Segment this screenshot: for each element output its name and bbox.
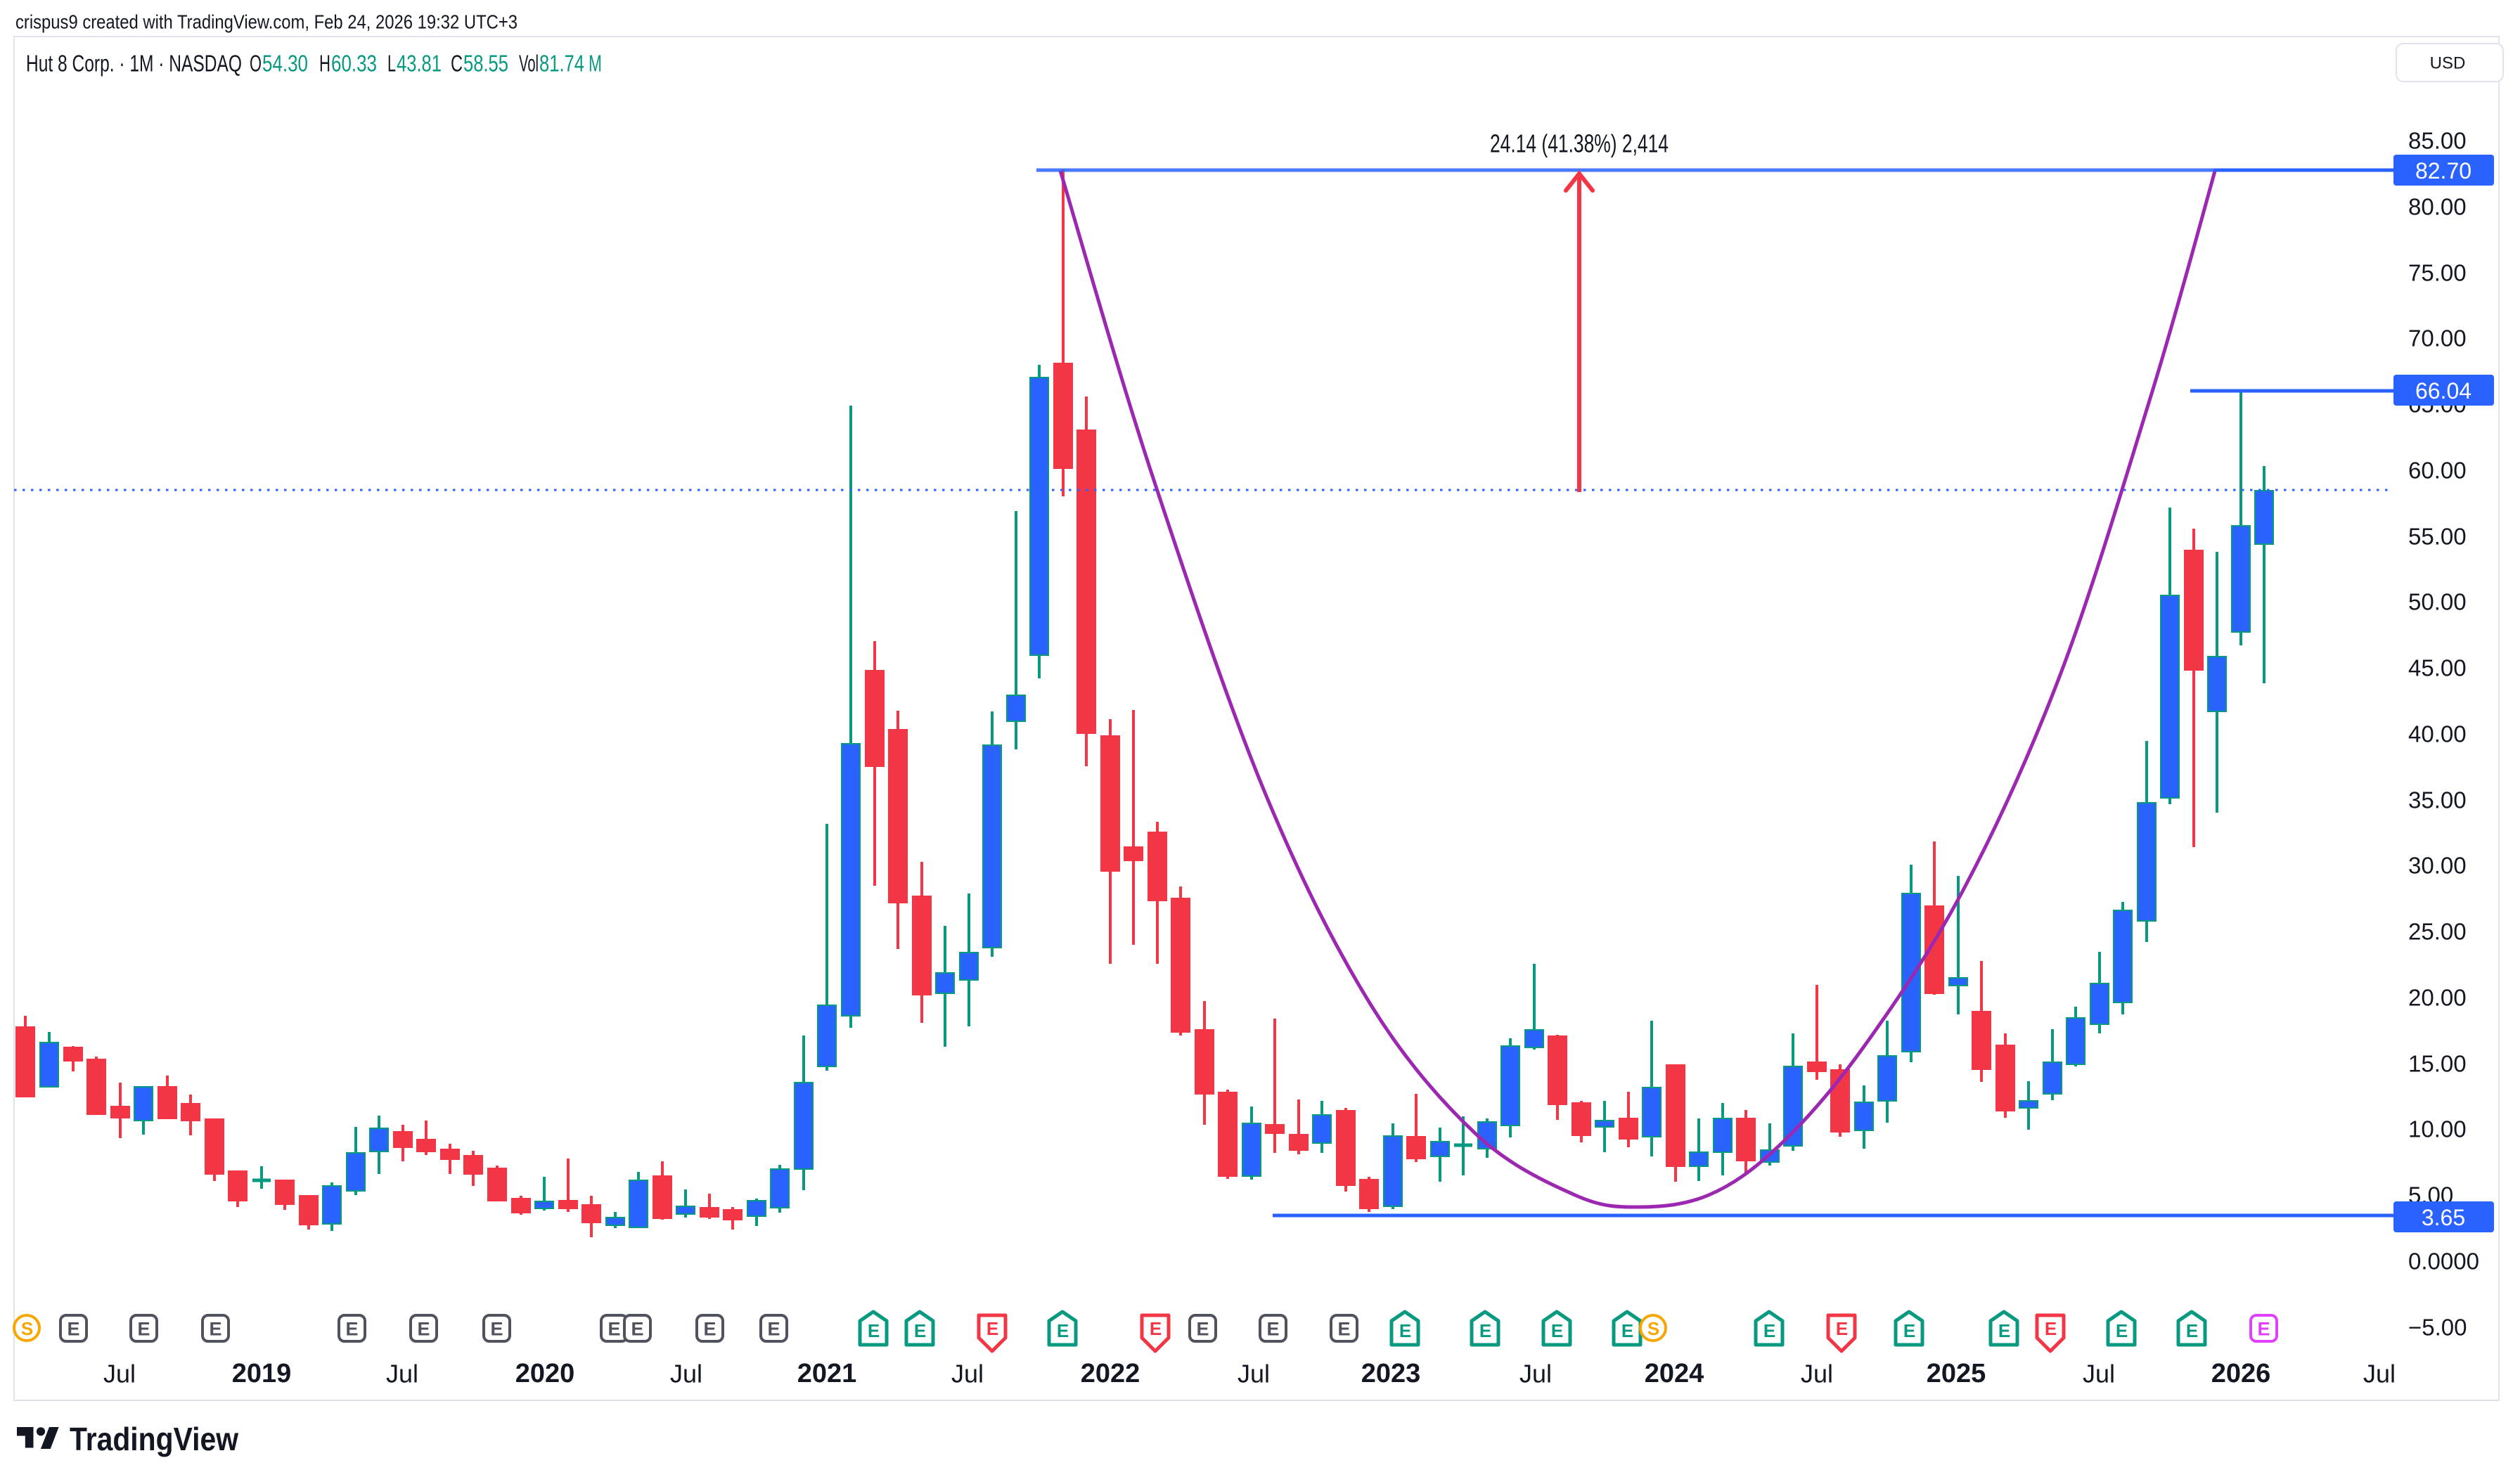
svg-text:54.30: 54.30	[262, 51, 308, 77]
svg-text:M: M	[589, 51, 602, 77]
svg-text:E: E	[67, 1319, 79, 1340]
svg-text:E: E	[868, 1320, 880, 1341]
svg-text:80.00: 80.00	[2408, 194, 2467, 220]
svg-text:Jul: Jul	[1519, 1360, 1552, 1388]
svg-text:USD: USD	[2430, 54, 2466, 73]
svg-text:E: E	[608, 1319, 620, 1340]
svg-text:75.00: 75.00	[2408, 260, 2467, 286]
svg-text:55.00: 55.00	[2408, 524, 2467, 550]
svg-text:E: E	[209, 1319, 221, 1340]
svg-text:E: E	[490, 1319, 503, 1340]
svg-text:3.65: 3.65	[2422, 1205, 2465, 1230]
svg-text:S: S	[21, 1318, 33, 1339]
svg-text:Jul: Jul	[2083, 1360, 2115, 1388]
svg-text:L: L	[387, 51, 396, 77]
svg-text:−5.00: −5.00	[2408, 1315, 2467, 1341]
svg-text:E: E	[1903, 1320, 1915, 1341]
svg-text:0.0000: 0.0000	[2408, 1249, 2479, 1275]
svg-text:20.00: 20.00	[2408, 985, 2467, 1011]
svg-text:2023: 2023	[1361, 1359, 1421, 1388]
svg-text:82.70: 82.70	[2415, 158, 2472, 183]
svg-text:81.74: 81.74	[539, 51, 584, 77]
svg-text:30.00: 30.00	[2408, 853, 2467, 879]
svg-text:15.00: 15.00	[2408, 1051, 2467, 1077]
svg-text:E: E	[631, 1319, 643, 1340]
svg-text:45.00: 45.00	[2408, 655, 2467, 681]
svg-text:E: E	[767, 1319, 780, 1340]
svg-text:Hut 8 Corp. · 1M · NASDAQ: Hut 8 Corp. · 1M · NASDAQ	[26, 51, 242, 77]
svg-text:Jul: Jul	[670, 1360, 702, 1388]
svg-text:TradingView: TradingView	[70, 1421, 238, 1457]
svg-text:85.00: 85.00	[2408, 128, 2467, 154]
svg-text:10.00: 10.00	[2408, 1116, 2467, 1142]
svg-text:2025: 2025	[1927, 1359, 1986, 1388]
svg-text:50.00: 50.00	[2408, 589, 2467, 615]
svg-text:60.33: 60.33	[331, 51, 377, 77]
svg-text:E: E	[1266, 1319, 1279, 1340]
svg-text:S: S	[1647, 1318, 1659, 1339]
svg-text:E: E	[1836, 1318, 1848, 1339]
svg-text:H: H	[319, 51, 330, 77]
svg-text:2022: 2022	[1081, 1359, 1140, 1388]
svg-text:E: E	[703, 1319, 716, 1340]
svg-text:2024: 2024	[1645, 1359, 1704, 1388]
svg-text:Jul: Jul	[1801, 1360, 1833, 1388]
svg-text:70.00: 70.00	[2408, 325, 2467, 351]
svg-text:Jul: Jul	[103, 1360, 136, 1388]
svg-text:E: E	[1196, 1319, 1209, 1340]
svg-text:58.55: 58.55	[463, 51, 508, 77]
svg-text:E: E	[1150, 1318, 1162, 1339]
svg-text:E: E	[1621, 1320, 1633, 1341]
svg-text:C: C	[451, 51, 463, 77]
svg-text:E: E	[2045, 1318, 2057, 1339]
svg-text:Jul: Jul	[1238, 1360, 1270, 1388]
svg-text:Jul: Jul	[386, 1360, 418, 1388]
svg-text:Vol: Vol	[519, 51, 539, 77]
svg-text:E: E	[345, 1319, 358, 1340]
svg-text:2020: 2020	[515, 1359, 575, 1388]
svg-text:60.00: 60.00	[2408, 458, 2467, 484]
svg-text:Jul: Jul	[2363, 1360, 2396, 1388]
svg-text:E: E	[1763, 1320, 1775, 1341]
svg-text:2026: 2026	[2211, 1359, 2271, 1388]
svg-text:E: E	[1479, 1320, 1491, 1341]
svg-text:E: E	[1399, 1320, 1411, 1341]
svg-text:66.04: 66.04	[2415, 378, 2472, 404]
svg-text:2021: 2021	[797, 1359, 857, 1388]
svg-text:E: E	[1551, 1320, 1563, 1341]
svg-text:E: E	[417, 1319, 430, 1340]
svg-text:E: E	[1057, 1320, 1069, 1341]
svg-text:E: E	[2186, 1320, 2198, 1341]
svg-text:2019: 2019	[232, 1359, 292, 1388]
svg-text:O: O	[250, 51, 262, 77]
svg-text:Jul: Jul	[951, 1360, 984, 1388]
svg-text:40.00: 40.00	[2408, 721, 2467, 747]
svg-text:24.14 (41.38%) 2,414: 24.14 (41.38%) 2,414	[1490, 129, 1669, 158]
svg-text:E: E	[2257, 1319, 2270, 1340]
svg-text:E: E	[1998, 1320, 2010, 1341]
svg-text:35.00: 35.00	[2408, 787, 2467, 813]
svg-text:E: E	[2116, 1320, 2128, 1341]
svg-text:E: E	[137, 1319, 150, 1340]
svg-text:E: E	[986, 1318, 998, 1339]
svg-text:E: E	[1337, 1319, 1350, 1340]
svg-text:crispus9 created with TradingV: crispus9 created with TradingView.com, F…	[15, 11, 518, 33]
svg-text:25.00: 25.00	[2408, 919, 2467, 945]
svg-text:E: E	[914, 1320, 926, 1341]
svg-text:43.81: 43.81	[397, 51, 442, 77]
